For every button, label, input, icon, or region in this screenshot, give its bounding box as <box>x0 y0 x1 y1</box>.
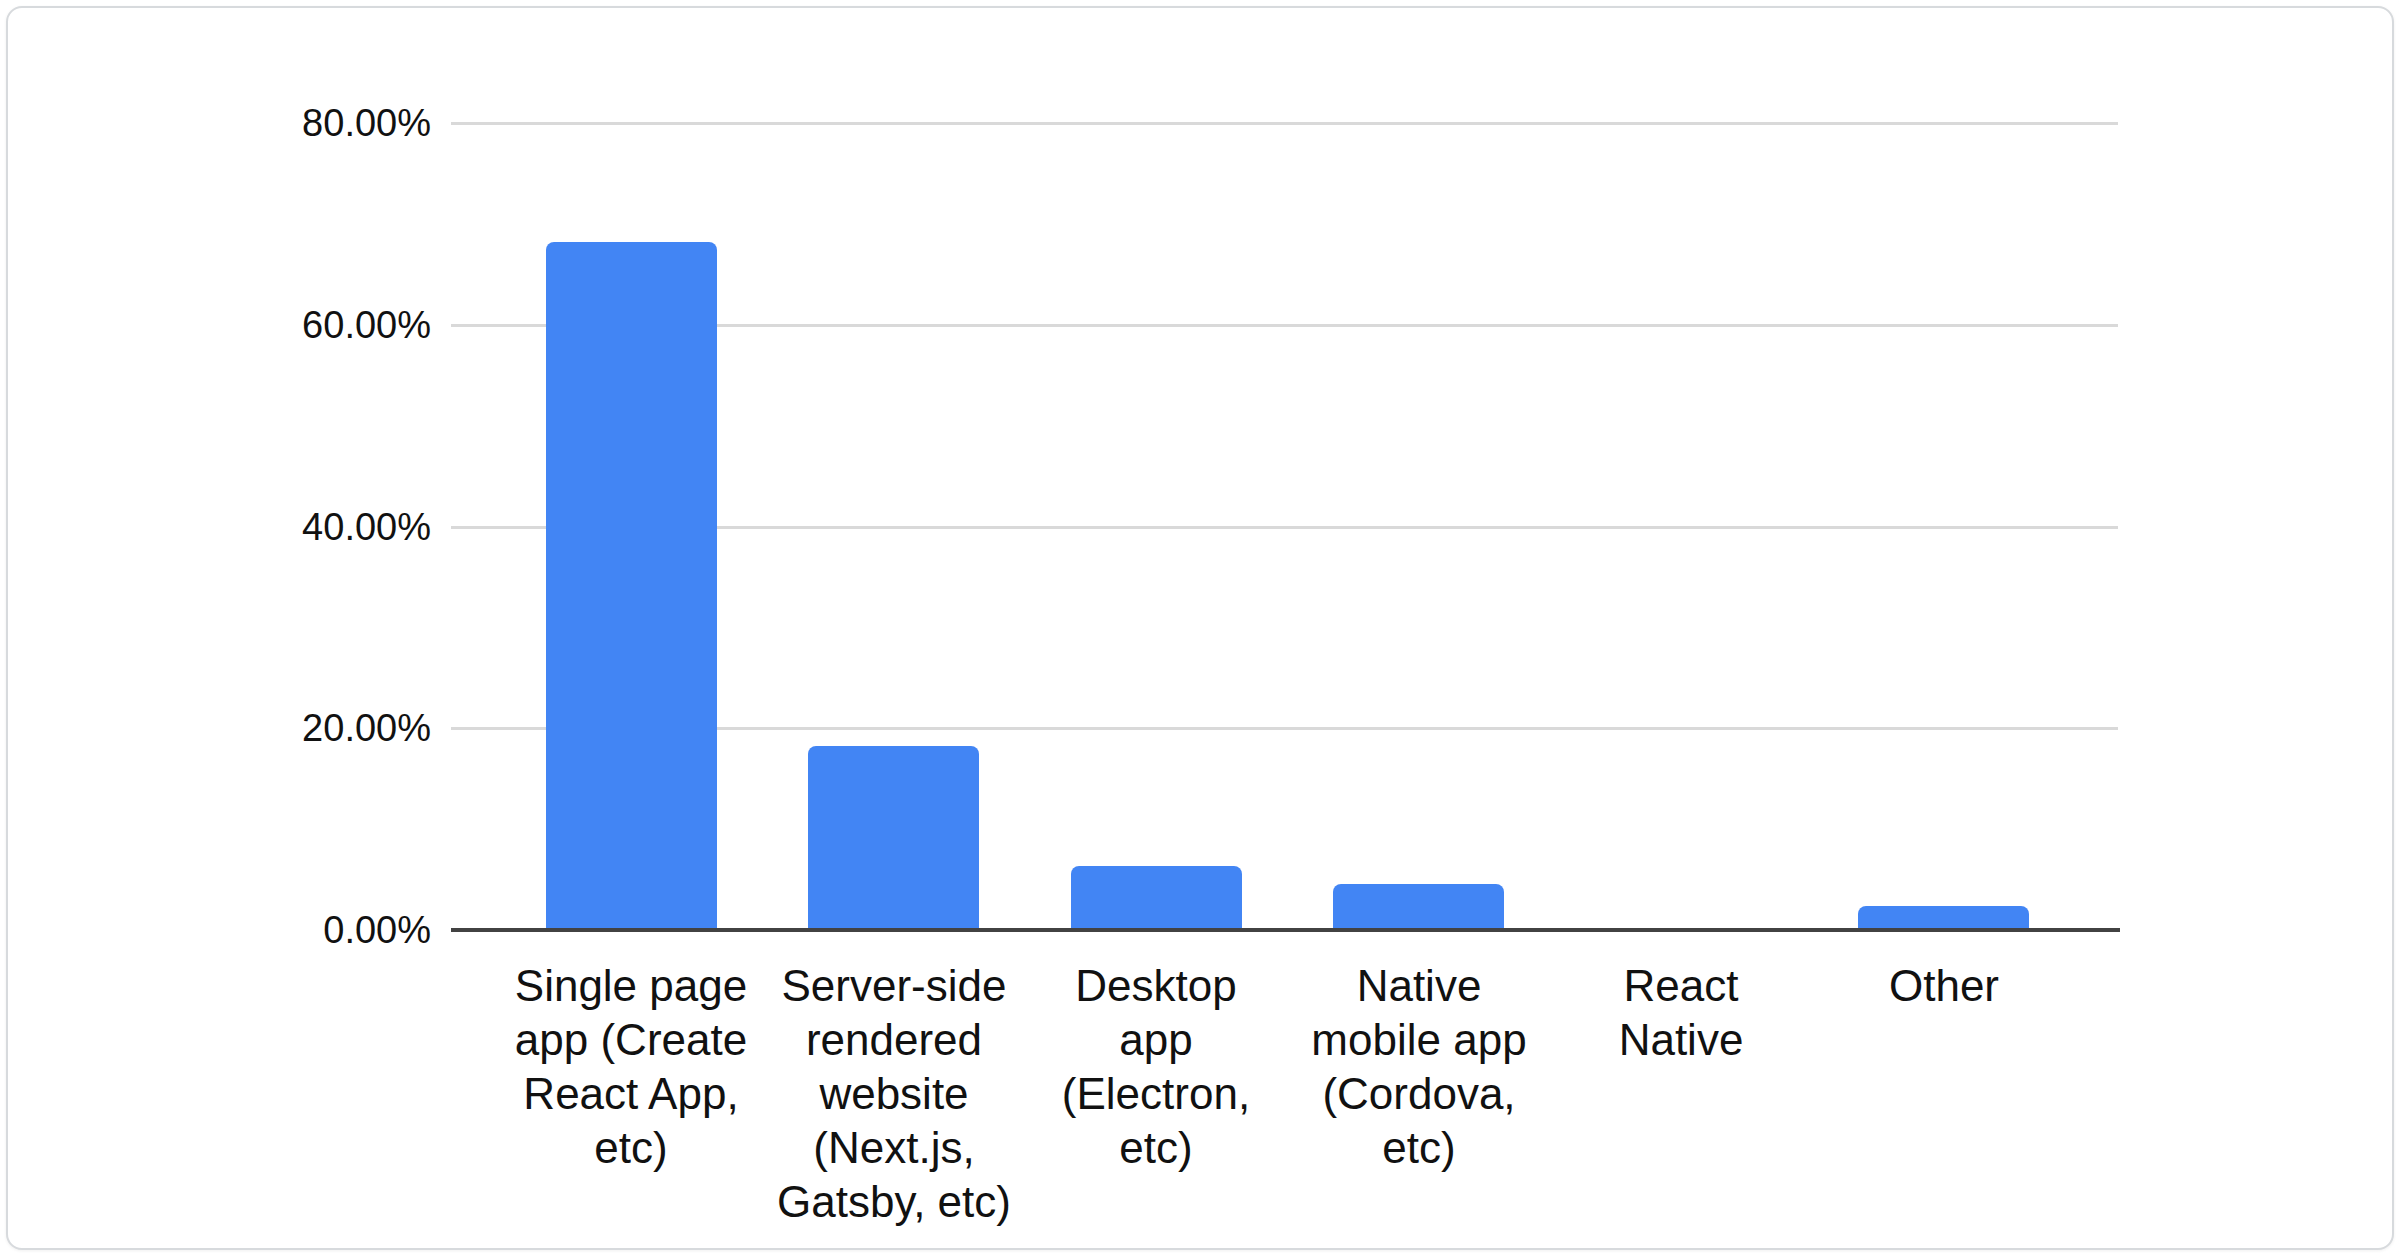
gridline-80 <box>451 122 2118 125</box>
y-axis-tick-label-80: 80.00% <box>8 99 431 147</box>
y-axis-tick-label-20: 20.00% <box>8 704 431 752</box>
x-axis-baseline <box>451 928 2120 932</box>
bar-server-side-rendered-website-next-js-gatsby-etc[interactable] <box>808 746 979 932</box>
bar-native-mobile-app-cordova-etc[interactable] <box>1333 884 1504 932</box>
chart-card: 80.00%60.00%40.00%20.00%0.00%Single page… <box>6 6 2394 1250</box>
bar-single-page-app-create-react-app-etc[interactable] <box>546 242 717 932</box>
bar-chart: 80.00%60.00%40.00%20.00%0.00%Single page… <box>8 8 2392 1248</box>
bar-desktop-app-electron-etc[interactable] <box>1071 866 1242 932</box>
x-axis-label-other: Other <box>1779 959 2109 1013</box>
y-axis-tick-label-60: 60.00% <box>8 301 431 349</box>
y-axis-tick-label-40: 40.00% <box>8 503 431 551</box>
y-axis-tick-label-0: 0.00% <box>8 906 431 954</box>
